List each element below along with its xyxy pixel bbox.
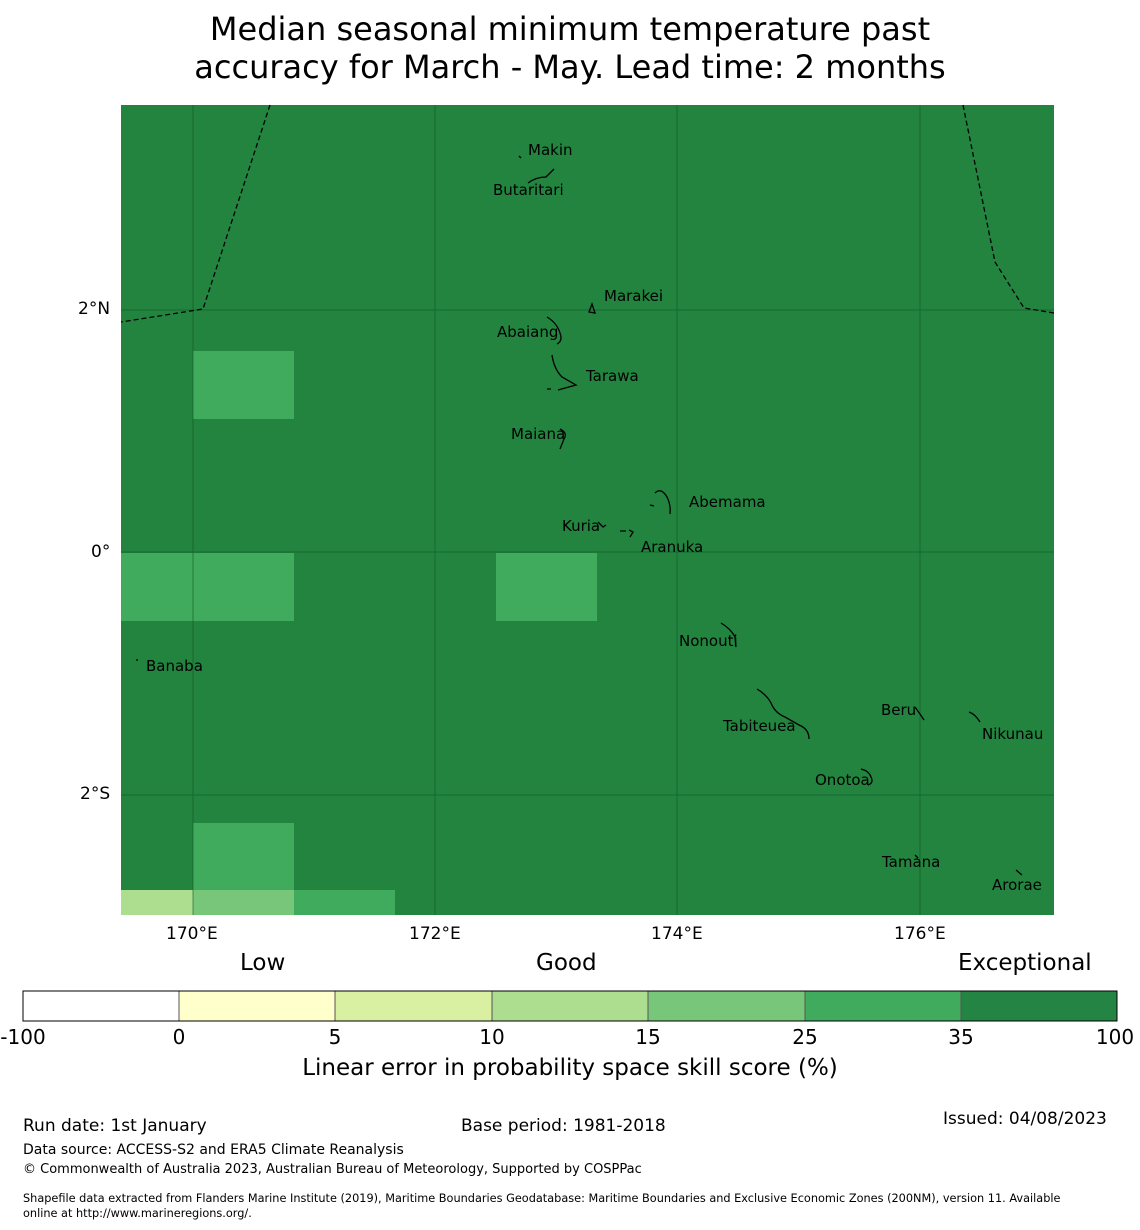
colorbar-label: Linear error in probability space skill … (302, 1055, 838, 1081)
island-aranuka-outline (620, 529, 634, 538)
place-label-arorae: Arorae (992, 876, 1042, 894)
eez-boundaries (120, 104, 1055, 323)
island-nikunau-outline (968, 711, 981, 723)
run-date: Run date: 1st January (23, 1116, 207, 1136)
island-abaiang-outline (546, 316, 562, 345)
skill-cell (121, 890, 193, 915)
island-abemama-outline (649, 490, 671, 515)
map-background (121, 105, 1054, 915)
lon-tick-label: 172°E (409, 924, 461, 944)
base-period: Base period: 1981-2018 (461, 1116, 666, 1136)
island-beru-outline (914, 706, 925, 721)
place-label-nonouti: Nonouti (679, 632, 738, 650)
place-labels: Makin Butaritari Marakei Abaiang Tarawa … (146, 141, 1043, 894)
place-label-onotoa: Onotoa (815, 771, 870, 789)
lon-tick-label: 174°E (651, 924, 703, 944)
place-label-nikunau: Nikunau (982, 725, 1043, 743)
title-line-1: Median seasonal minimum temperature past (209, 10, 931, 48)
copyright-notice: © Commonwealth of Australia 2023, Austra… (23, 1162, 642, 1177)
skill-cell (294, 890, 395, 915)
legend-category-low: Low (240, 950, 286, 976)
lon-tick-label: 176°E (894, 924, 946, 944)
skill-cell (193, 890, 294, 915)
colorbar-tick: 10 (479, 1025, 505, 1049)
colorbar-segment (805, 991, 961, 1021)
chart-title: Median seasonal minimum temperature past… (0, 10, 1140, 86)
colorbar-segment (492, 991, 648, 1021)
colorbar-tick: 100 (1095, 1025, 1135, 1049)
island-onotoa-outline (860, 768, 873, 786)
colorbar-segment (335, 991, 492, 1021)
lat-tick-label: 0° (91, 542, 111, 562)
place-label-abaiang: Abaiang (497, 323, 558, 341)
skill-cell (121, 553, 294, 621)
colorbar-tick: 35 (948, 1025, 974, 1049)
island-marakei-outline (588, 302, 596, 314)
colorbar-segment (23, 991, 179, 1021)
colorbar-tick: 15 (635, 1025, 661, 1049)
skill-cell (193, 351, 294, 419)
colorbar-segment (648, 991, 805, 1021)
island-arorae-outline (1015, 869, 1023, 876)
colorbar-tick: 5 (328, 1025, 342, 1049)
colorbar-tick: 0 (172, 1025, 186, 1049)
place-label-kuria: Kuria (562, 517, 600, 535)
colorbar-tick: -100 (0, 1025, 46, 1049)
island-makin-outline (518, 155, 522, 159)
colorbar-segment (961, 991, 1117, 1021)
lat-tick-label: 2°S (80, 784, 111, 804)
title-line-2: accuracy for March - May. Lead time: 2 m… (194, 48, 946, 86)
colorbar-frame (22, 990, 1118, 1022)
legend-category-good: Good (536, 950, 597, 976)
place-label-tabiteuea: Tabiteuea (722, 717, 796, 735)
island-kuria-outline (597, 521, 607, 528)
island-outlines (136, 155, 1023, 876)
place-label-marakei: Marakei (604, 287, 663, 305)
legend-category-exceptional: Exceptional (958, 950, 1092, 976)
eez-boundary-east (962, 104, 1055, 314)
place-label-beru: Beru (881, 701, 916, 719)
place-label-banaba: Banaba (146, 657, 203, 675)
lon-tick-label: 170°E (166, 924, 218, 944)
skill-cell (496, 553, 597, 621)
colorbar-segment (179, 991, 335, 1021)
issued-date: Issued: 04/08/2023 (943, 1109, 1107, 1129)
skill-cells (121, 351, 597, 915)
island-maiana-outline (559, 428, 566, 450)
place-label-butaritari: Butaritari (493, 181, 564, 199)
place-label-tarawa: Tarawa (585, 367, 639, 385)
shapefile-credit-line-2: online at http://www.marineregions.org/. (23, 1207, 252, 1220)
colorbar (22, 990, 1118, 1022)
shapefile-credit-line-1: Shapefile data extracted from Flanders M… (23, 1192, 1061, 1205)
place-label-makin: Makin (528, 141, 573, 159)
skill-cell (193, 823, 294, 890)
place-label-abemama: Abemama (689, 493, 766, 511)
island-butaritari-outline (527, 168, 555, 184)
island-nonouti-outline (720, 622, 737, 648)
island-tarawa-outline (547, 354, 578, 391)
island-tamana-outline (914, 854, 919, 859)
gridlines (121, 105, 1054, 915)
lat-tick-label: 2°N (78, 299, 111, 319)
colorbar-tick: 25 (792, 1025, 818, 1049)
data-source: Data source: ACCESS-S2 and ERA5 Climate … (23, 1142, 404, 1158)
place-label-aranuka: Aranuka (641, 538, 703, 556)
place-label-maiana: Maiana (511, 425, 565, 443)
island-tabiteuea-outline (756, 688, 810, 740)
place-label-tamana: Tamana (881, 853, 940, 871)
